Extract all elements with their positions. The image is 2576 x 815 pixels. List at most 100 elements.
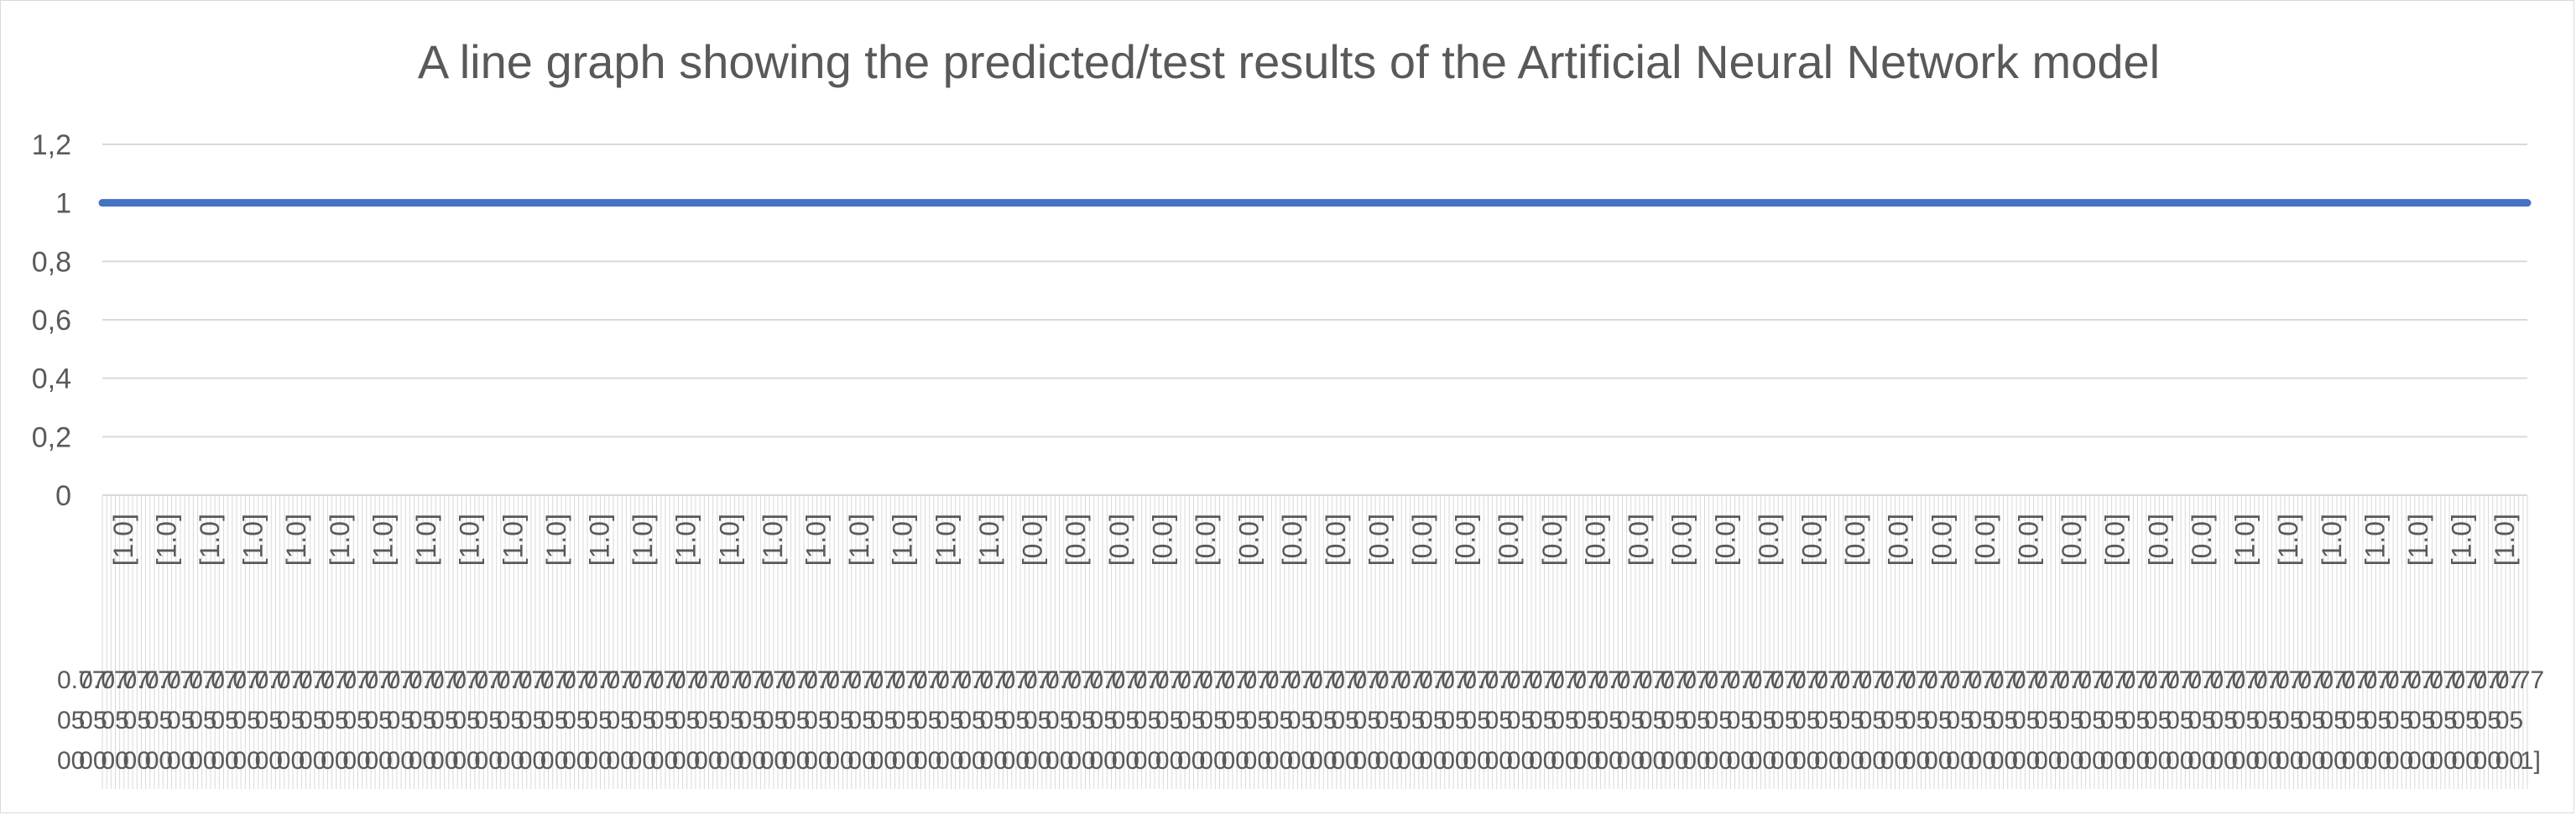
x-secondary-label: 0.77 bbox=[1529, 666, 1577, 694]
x-secondary-label: 0.77 bbox=[1002, 666, 1051, 694]
x-secondary-label: 00 bbox=[2297, 747, 2325, 775]
x-secondary-label: 0.77 bbox=[474, 666, 523, 694]
x-secondary-label: 05 bbox=[1463, 707, 1490, 734]
x-secondary-label: 05 bbox=[562, 707, 590, 734]
x-secondary-label: 00 bbox=[2188, 747, 2215, 775]
x-secondary-label: 05 bbox=[2254, 707, 2281, 734]
x-secondary-label: 00 bbox=[1134, 747, 1161, 775]
x-secondary-label: 0.77 bbox=[1067, 666, 1116, 694]
x-secondary-label: 05 bbox=[232, 707, 260, 734]
x-secondary-label: 0.77 bbox=[1507, 666, 1556, 694]
x-secondary-label: 05 bbox=[1551, 707, 1578, 734]
x-secondary-label: 00 bbox=[2276, 747, 2303, 775]
x-category-label: [1.0] bbox=[974, 514, 1004, 566]
data-point bbox=[2084, 201, 2088, 205]
x-category-label: [1.0] bbox=[151, 514, 181, 566]
x-category-label: [1.0] bbox=[498, 514, 528, 566]
x-secondary-label: 05 bbox=[1814, 707, 1842, 734]
data-point bbox=[717, 201, 722, 205]
x-secondary-label: 05 bbox=[957, 707, 985, 734]
x-secondary-label: 05 bbox=[1969, 707, 1996, 734]
x-secondary-label: 05 bbox=[2056, 707, 2083, 734]
data-point bbox=[1467, 201, 1471, 205]
x-secondary-label: 0.77 bbox=[606, 666, 654, 694]
x-secondary-label: 05 bbox=[101, 707, 128, 734]
x-secondary-label: 05 bbox=[211, 707, 238, 734]
x-secondary-label: 05 bbox=[628, 707, 656, 734]
x-secondary-label: 05 bbox=[430, 707, 458, 734]
x-secondary-label: 00 bbox=[101, 747, 128, 775]
x-secondary-label: 0.77 bbox=[826, 666, 874, 694]
x-category-label: [1.0] bbox=[628, 514, 658, 566]
x-secondary-label: 00 bbox=[2056, 747, 2083, 775]
x-secondary-label: 00 bbox=[1397, 747, 1425, 775]
x-secondary-label: 0.77 bbox=[1287, 666, 1336, 694]
data-point bbox=[1864, 201, 1868, 205]
x-secondary-label: 05 bbox=[540, 707, 568, 734]
data-point bbox=[2526, 201, 2529, 205]
x-category-label: [0.0] bbox=[1061, 514, 1091, 566]
data-point bbox=[1952, 201, 1956, 205]
x-secondary-label: 0.77 bbox=[167, 666, 216, 694]
x-category-label: [0.0] bbox=[1494, 514, 1524, 566]
x-secondary-label: 0.77 bbox=[1046, 666, 1094, 694]
x-category-label: [0.0] bbox=[1840, 514, 1870, 566]
x-secondary-label: 00 bbox=[540, 747, 568, 775]
x-category-label: [0.0] bbox=[2100, 514, 2130, 566]
x-secondary-label: 00 bbox=[1331, 747, 1358, 775]
x-secondary-label: 05 bbox=[1046, 707, 1073, 734]
x-secondary-label: 0.77 bbox=[1134, 666, 1182, 694]
x-secondary-label: 00 bbox=[2429, 747, 2457, 775]
x-secondary-label: 00 bbox=[232, 747, 260, 775]
x-secondary-label: 05 bbox=[738, 707, 766, 734]
x-category-label: [1.0] bbox=[195, 514, 225, 566]
x-secondary-label: 05 bbox=[1089, 707, 1117, 734]
x-secondary-label: 00 bbox=[387, 747, 415, 775]
x-secondary-label: 0.77 bbox=[957, 666, 1006, 694]
x-secondary-label: 00 bbox=[738, 747, 766, 775]
data-point bbox=[1511, 201, 1515, 205]
x-secondary-label: 0.77 bbox=[1265, 666, 1314, 694]
data-point bbox=[1732, 201, 1736, 205]
x-category-label: [1.0] bbox=[714, 514, 744, 566]
x-secondary-label: 00 bbox=[79, 747, 107, 775]
x-secondary-label: 0.77 bbox=[1155, 666, 1204, 694]
x-secondary-label: 00 bbox=[430, 747, 458, 775]
x-secondary-label: 00 bbox=[2342, 747, 2370, 775]
x-secondary-label: 05 bbox=[1836, 707, 1864, 734]
x-category-label: [1.0] bbox=[2273, 514, 2303, 566]
x-secondary-label: 05 bbox=[321, 707, 348, 734]
data-point bbox=[850, 201, 854, 205]
x-secondary-label: 05 bbox=[2166, 707, 2193, 734]
x-secondary-label: 05 bbox=[1221, 707, 1249, 734]
x-secondary-label: 05 bbox=[782, 707, 810, 734]
x-secondary-label: 0.77 bbox=[1375, 666, 1424, 694]
x-secondary-label: 00 bbox=[1067, 747, 1095, 775]
x-category-label: [0.0] bbox=[1234, 514, 1265, 566]
x-secondary-label: 0.77 bbox=[1441, 666, 1489, 694]
x-category-label: [1.0] bbox=[2230, 514, 2261, 566]
data-point bbox=[2261, 201, 2265, 205]
x-secondary-label: 0.77 bbox=[2407, 666, 2456, 694]
x-secondary-label: 00 bbox=[1814, 747, 1842, 775]
x-secondary-label: 0.77 bbox=[1199, 666, 1248, 694]
data-point bbox=[1644, 201, 1648, 205]
x-secondary-label: 05 bbox=[1727, 707, 1755, 734]
x-secondary-label: 05 bbox=[2276, 707, 2303, 734]
x-secondary-label: 0.77 bbox=[1244, 666, 1292, 694]
x-secondary-label: 05 bbox=[2297, 707, 2325, 734]
x-category-label: [0.0] bbox=[1364, 514, 1394, 566]
x-secondary-label: 05 bbox=[1704, 707, 1732, 734]
x-secondary-label: 00 bbox=[1244, 747, 1271, 775]
x-secondary-label: 0.77 bbox=[2495, 666, 2544, 694]
x-secondary-label: 00 bbox=[1155, 747, 1183, 775]
x-secondary-label: 05 bbox=[1244, 707, 1271, 734]
x-secondary-label: 05 bbox=[2495, 707, 2523, 734]
x-secondary-label: 05 bbox=[189, 707, 216, 734]
x-secondary-label: 05 bbox=[1265, 707, 1293, 734]
x-secondary-label: 0.77 bbox=[1924, 666, 1973, 694]
x-secondary-label: 05 bbox=[2078, 707, 2105, 734]
x-secondary-label: 00 bbox=[1265, 747, 1293, 775]
